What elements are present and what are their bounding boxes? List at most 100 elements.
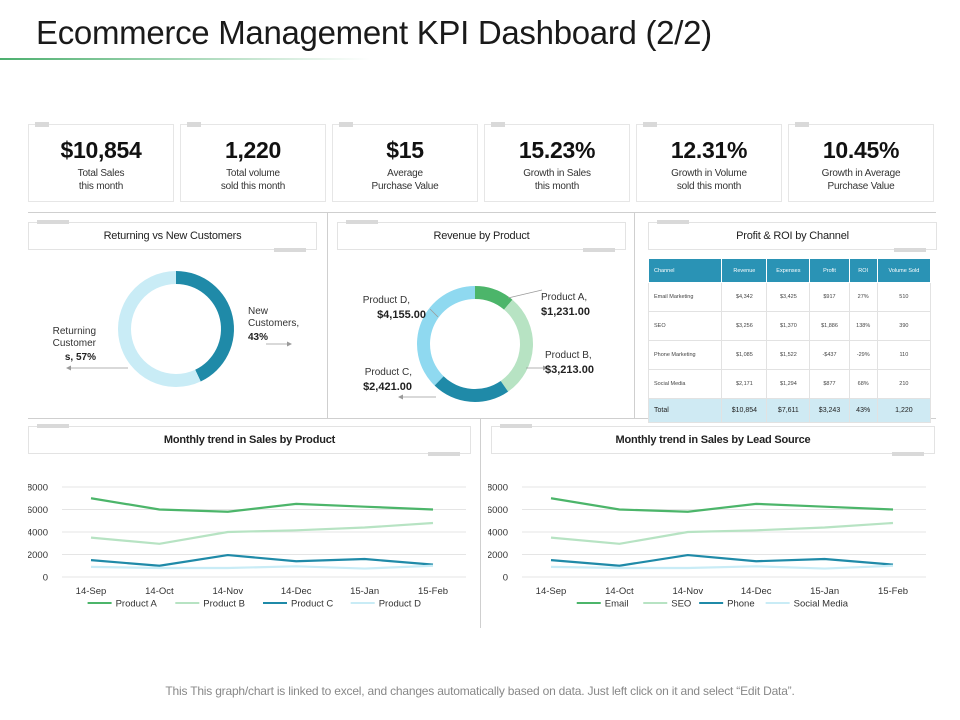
column-header: Channel bbox=[647, 258, 723, 283]
card-tab bbox=[643, 122, 657, 127]
table-cell: $1,522 bbox=[766, 340, 811, 370]
card-tab bbox=[339, 122, 353, 127]
y-tick-label: 4000 bbox=[488, 528, 508, 539]
x-tick-label: 15-Jan bbox=[810, 586, 839, 597]
kpi-value: $15 bbox=[386, 137, 424, 163]
header-tab bbox=[500, 424, 532, 428]
panel-header-revenue: Revenue by Product bbox=[337, 220, 626, 252]
new-label-line2: Customers, bbox=[248, 318, 299, 329]
panel-title: Monthly trend in Sales by Product bbox=[163, 434, 336, 446]
header-tab bbox=[37, 424, 69, 428]
legend-label-product-c: Product C bbox=[291, 599, 333, 610]
panel-header-profit: Profit & ROI by Channel bbox=[648, 220, 937, 252]
column-header: Revenue bbox=[721, 258, 768, 283]
x-tick-label: 14-Nov bbox=[672, 586, 703, 597]
returning-label-line1: Returning bbox=[53, 326, 96, 337]
x-tick-label: 14-Dec bbox=[741, 586, 772, 597]
y-tick-label: 0 bbox=[43, 573, 48, 584]
header-tab bbox=[37, 220, 69, 224]
product-c-name: Product C, bbox=[365, 367, 412, 378]
x-tick-label: 14-Sep bbox=[76, 586, 107, 597]
donut-slices bbox=[417, 286, 533, 402]
column-header: Profit bbox=[809, 258, 850, 283]
y-tick-label: 0 bbox=[503, 573, 508, 584]
table-cell: 510 bbox=[876, 282, 932, 312]
series-line-product-b bbox=[90, 521, 434, 545]
table-cell: $1,085 bbox=[721, 340, 768, 370]
product-d-name: Product D, bbox=[363, 295, 410, 306]
header-tab bbox=[583, 248, 615, 252]
table-cell: $3,243 bbox=[809, 398, 850, 423]
table-cell: $2,171 bbox=[721, 369, 768, 399]
leader-arrow bbox=[398, 394, 403, 400]
table-cell: 390 bbox=[876, 311, 932, 341]
table-cell: 1,220 bbox=[876, 398, 932, 423]
table-row: Email Marketing $4,342 $3,425 $917 27% 5… bbox=[647, 282, 932, 312]
panel-title: Profit & ROI by Channel bbox=[736, 230, 849, 242]
column-header: Volume Sold bbox=[876, 258, 932, 283]
card-tab bbox=[795, 122, 809, 127]
divider-v2 bbox=[634, 212, 635, 418]
table-cell: 138% bbox=[848, 311, 878, 341]
kpi-label: Total Sales this month bbox=[77, 168, 125, 192]
leader-arrow bbox=[66, 365, 71, 371]
y-tick-label: 2000 bbox=[488, 550, 508, 561]
table-cell: $7,611 bbox=[766, 398, 811, 423]
trend-product-line-chart: 0 2000 4000 6000 8000 14-Sep 14-Oct 14-Nov 14-De… bbox=[28, 483, 466, 610]
legend-label-phone: Phone bbox=[727, 599, 754, 610]
kpi-card-growth-volume: 12.31% Growth in Volume sold this month bbox=[636, 122, 782, 202]
leader-line bbox=[429, 308, 439, 318]
legend-label-product-b: Product B bbox=[203, 599, 245, 610]
y-tick-label: 2000 bbox=[28, 550, 48, 561]
header-tab bbox=[274, 248, 306, 252]
table-cell: SEO bbox=[647, 311, 723, 341]
table-total-row: Total $10,854 $7,611 $3,243 43% 1,220 bbox=[647, 398, 932, 423]
y-tick-label: 6000 bbox=[488, 505, 508, 516]
column-header: ROI bbox=[848, 258, 878, 283]
slice-product-d bbox=[417, 286, 475, 386]
x-tick-label: 14-Oct bbox=[145, 586, 174, 597]
kpi-value: 1,220 bbox=[224, 137, 282, 163]
panel-header-returning: Returning vs New Customers bbox=[28, 220, 317, 252]
page-title: Ecommerce Management KPI Dashboard (2/2) bbox=[36, 14, 712, 51]
header-tab bbox=[892, 452, 924, 456]
kpi-label: Growth in Average Purchase Value bbox=[821, 168, 901, 192]
panel-title: Revenue by Product bbox=[433, 230, 530, 242]
returning-donut-chart: New Customers, 43% Returning Customer s,… bbox=[53, 271, 299, 387]
table-cell: $917 bbox=[809, 282, 850, 312]
series-line-seo bbox=[550, 521, 894, 545]
legend-label-social-media: Social Media bbox=[794, 599, 849, 610]
product-d-value: $4,155.00 bbox=[377, 309, 426, 321]
legend-label-seo: SEO bbox=[671, 599, 691, 610]
product-a-value: $1,231.00 bbox=[541, 306, 590, 318]
kpi-card-average-purchase: $15 Average Purchase Value bbox=[332, 122, 478, 202]
slice-product-c bbox=[434, 376, 509, 402]
x-tick-label: 15-Feb bbox=[418, 586, 448, 597]
leader-arrow bbox=[543, 365, 548, 371]
y-tick-label: 8000 bbox=[488, 483, 508, 494]
divider-middle bbox=[28, 418, 936, 419]
kpi-value: 10.45% bbox=[822, 137, 900, 163]
kpi-value: $10,854 bbox=[60, 137, 142, 163]
panel-header-trend-lead: Monthly trend in Sales by Lead Source bbox=[491, 424, 935, 456]
header-tab bbox=[894, 248, 926, 252]
y-tick-label: 8000 bbox=[28, 483, 48, 494]
legend-label-email: Email bbox=[605, 599, 629, 610]
returning-label-value: s, 57% bbox=[65, 352, 96, 363]
legend-label-product-a: Product A bbox=[116, 599, 158, 610]
table-cell: -$437 bbox=[809, 340, 850, 370]
table-cell: 43% bbox=[848, 398, 878, 423]
new-label-line1: New bbox=[248, 306, 269, 317]
table-cell: $1,886 bbox=[809, 311, 850, 341]
title-underline bbox=[0, 58, 370, 60]
table-cell: Email Marketing bbox=[647, 282, 723, 312]
product-b-name: Product B, bbox=[545, 350, 592, 361]
table-cell: 210 bbox=[876, 369, 932, 399]
table-row: Social Media $2,171 $1,294 $877 68% 210 bbox=[647, 369, 932, 399]
x-tick-label: 15-Feb bbox=[878, 586, 908, 597]
x-tick-label: 14-Nov bbox=[212, 586, 243, 597]
slice-returning-customers bbox=[118, 271, 201, 387]
panel-title: Returning vs New Customers bbox=[103, 230, 242, 242]
panel-header-trend-product: Monthly trend in Sales by Product bbox=[28, 424, 471, 456]
series-line-product-d bbox=[90, 564, 434, 570]
